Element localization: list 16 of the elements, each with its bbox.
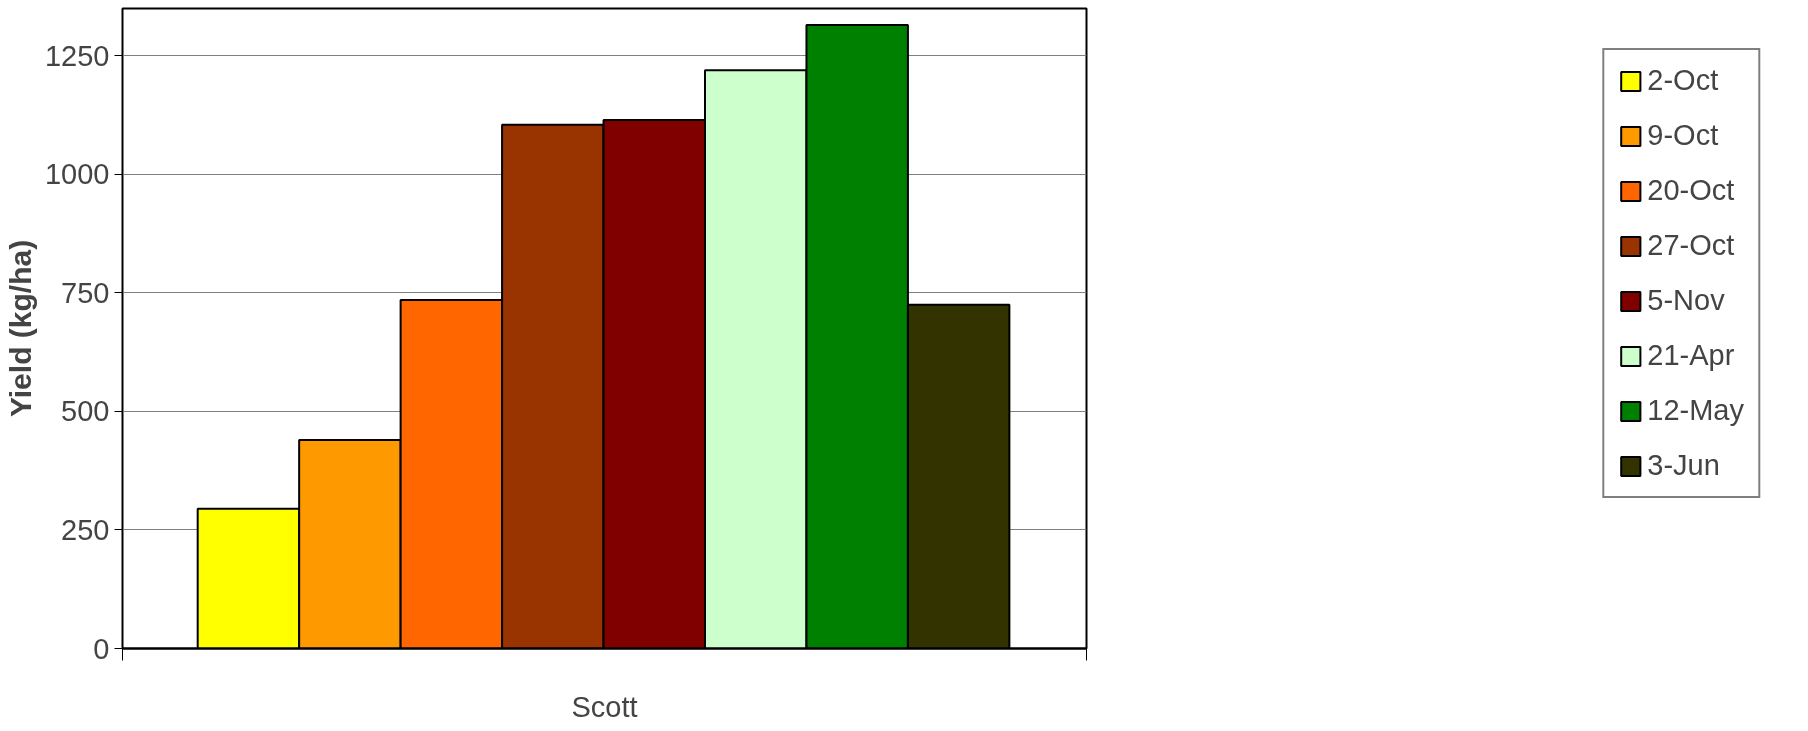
legend-label: 9-Oct (1647, 119, 1719, 152)
y-tick-label: 1250 (44, 39, 110, 72)
y-tick-label: 0 (93, 632, 110, 665)
y-tick-label: 1000 (44, 158, 110, 191)
legend-label: 12-May (1647, 394, 1744, 427)
y-tick-label: 750 (61, 276, 110, 309)
x-tick-label: Scott (571, 690, 638, 723)
legend-label: 21-Apr (1647, 339, 1735, 372)
y-tick-label: 250 (61, 513, 110, 546)
legend-label: 2-Oct (1647, 64, 1719, 97)
legend-label: 5-Nov (1647, 284, 1725, 317)
y-tick-label: 500 (61, 395, 110, 428)
legend-label: 27-Oct (1647, 229, 1735, 262)
y-axis-title: Yield (kg/ha) (3, 239, 37, 418)
legend-label: 20-Oct (1647, 174, 1735, 207)
legend-label: 3-Jun (1647, 449, 1720, 482)
